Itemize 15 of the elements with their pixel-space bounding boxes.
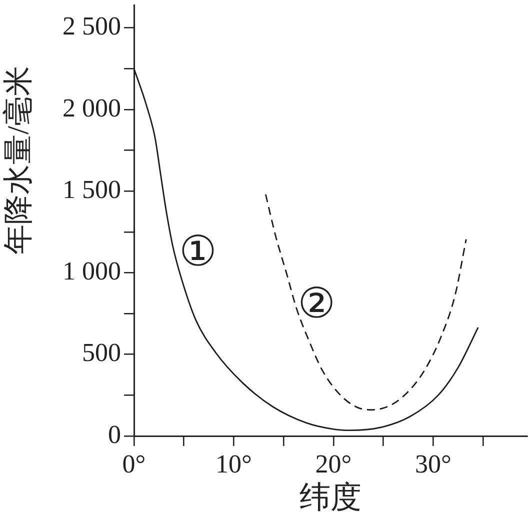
x-axis-title: 纬度 <box>300 480 362 515</box>
y-tick-label: 2 000 <box>62 93 121 122</box>
y-axis-title: 年降水量/毫米 <box>2 66 35 254</box>
x-tick-label: 0° <box>122 449 146 478</box>
y-tick-label: 0 <box>108 420 121 449</box>
y-tick-label: 500 <box>82 338 121 368</box>
y-tick-label: 1 500 <box>62 174 121 204</box>
series-label: ② <box>298 278 336 328</box>
y-tick-label: 1 000 <box>62 256 121 286</box>
line-series <box>264 194 467 411</box>
series-label: ① <box>179 226 217 276</box>
x-tick-label: 10° <box>216 449 252 478</box>
x-tick-label: 20° <box>315 449 352 478</box>
y-tick-label: 2 500 <box>62 12 121 41</box>
x-tick-label: 30° <box>415 449 452 478</box>
